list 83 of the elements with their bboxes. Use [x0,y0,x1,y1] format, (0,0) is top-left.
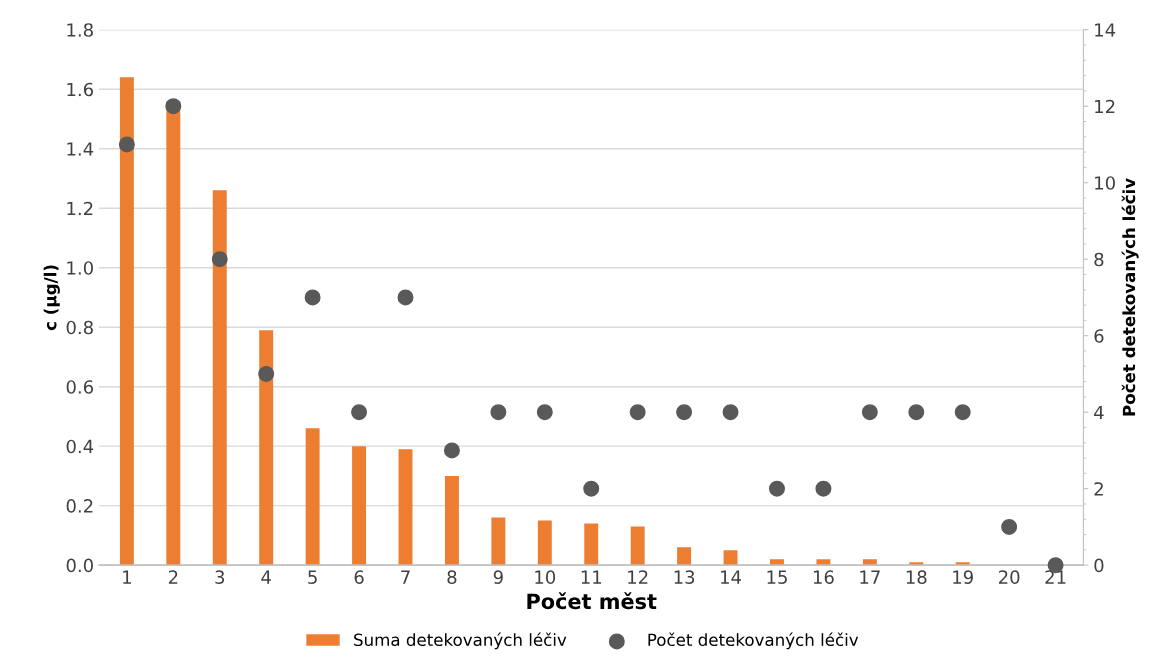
bar [770,559,784,566]
x-tick-label: 11 [581,570,602,584]
bar [398,449,413,566]
bar [909,562,924,566]
point [211,251,228,268]
x-tick-label: 19 [953,570,973,584]
bar [630,526,645,566]
x-tick-label: 5 [308,570,317,584]
point [536,404,553,421]
bar [723,550,738,566]
point [861,404,878,421]
x-tick-label: 8 [447,570,457,584]
x-tick-label: 17 [860,570,880,584]
x-tick-label: 9 [493,570,503,584]
point [443,442,460,459]
bar [862,559,877,566]
bar [212,190,227,566]
x-tick-label: 6 [354,570,364,584]
point [397,289,414,306]
y-tick-label: 1.2 [67,201,93,216]
y2-tick-label: 14 [1095,23,1116,37]
x-tick-label: 14 [721,570,742,584]
bar [119,77,134,566]
bar [491,517,506,566]
bar [305,428,320,566]
point [304,289,321,306]
point [165,98,182,115]
point [954,404,971,421]
bar [259,330,274,566]
bar [352,446,367,566]
x-tick-label: 7 [401,570,410,584]
y2-tick-label: 0 [1094,558,1104,573]
x-tick-label: 18 [906,570,927,584]
bar [677,547,692,566]
y2-tick-label: 8 [1094,252,1104,267]
y2-axis-title: Počet detekovaných léčiv [1121,178,1139,416]
point [676,404,693,421]
x-axis-title: Počet měst [527,592,657,610]
bar [816,559,831,566]
x-tick-label: 12 [628,570,648,584]
x-tick-label: 13 [674,570,695,584]
x-tick-label: 2 [168,570,178,584]
x-tick-label: 20 [998,570,1020,584]
x-tick-label: 4 [261,570,271,584]
y2-tick-label: 4 [1094,405,1104,420]
point [351,404,368,421]
point [768,480,785,497]
x-tick-label: 10 [535,570,556,584]
x-tick-label: 15 [767,570,787,584]
y-tick-label: 0.4 [66,439,94,454]
x-tick-label: 1 [123,570,131,584]
bar [584,523,599,566]
point [815,480,832,497]
bar [537,520,552,566]
y-tick-label: 1.8 [67,23,93,37]
y-tick-label: 0.0 [66,558,93,573]
point [1001,518,1018,535]
y2-tick-label: 10 [1095,176,1115,190]
bar [444,475,459,566]
point [258,365,275,382]
x-tick-label: 16 [813,570,834,584]
point [908,404,925,421]
y-tick-label: 0.2 [66,499,93,513]
y2-tick-label: 12 [1095,99,1115,114]
y-tick-label: 0.6 [66,380,94,394]
x-tick-label: 21 [1045,570,1066,584]
y-tick-label: 1.4 [67,142,94,156]
y-tick-label: 0.8 [66,320,93,335]
y2-tick-label: 6 [1094,329,1104,343]
x-tick-label: 3 [215,570,225,584]
y2-tick-label: 2 [1094,482,1103,496]
y-tick-label: 1.0 [67,261,93,275]
bar [955,562,970,566]
y-axis-title: c (µg/l) [43,265,60,331]
legend-label: Počet detekovaných léčiv [648,632,859,650]
legend-label: Suma detekovaných léčiv [354,632,567,650]
point [118,136,135,153]
point [629,404,646,421]
y-tick-label: 1.6 [67,82,94,97]
bar [166,101,181,566]
point [490,404,507,421]
point [722,404,739,421]
point [583,480,600,497]
